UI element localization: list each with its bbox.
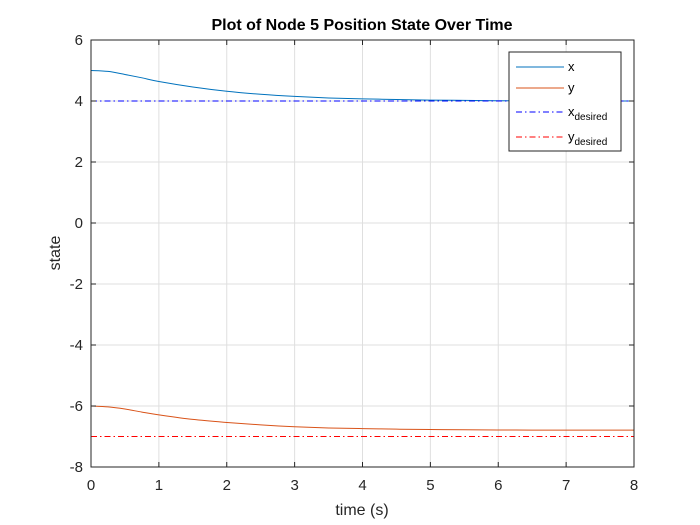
y-tick-label: 2 [75, 154, 83, 171]
chart-title: Plot of Node 5 Position State Over Time [211, 17, 512, 34]
x-tick-label: 1 [155, 477, 163, 494]
x-tick-label: 8 [630, 477, 638, 494]
y-tick-label: -2 [70, 276, 83, 293]
y-tick-label: -8 [70, 459, 83, 476]
y-axis-label: state [47, 236, 64, 271]
legend-label: x [568, 59, 575, 74]
legend-label: xdesired [568, 104, 607, 123]
x-tick-label: 7 [562, 477, 570, 494]
y-tick-label: 6 [75, 32, 83, 49]
x-tick-label: 4 [358, 477, 366, 494]
y-tick-label: 0 [75, 215, 83, 232]
x-tick-label: 5 [426, 477, 434, 494]
legend[interactable]: xy xdesired ydesired [508, 51, 622, 152]
legend-label: y [568, 80, 575, 95]
x-axis-label: time (s) [335, 502, 388, 519]
x-tick-label: 2 [223, 477, 231, 494]
y-tick-label: -4 [70, 337, 83, 354]
legend-label: ydesired [568, 129, 607, 148]
series-line-y [90, 405, 634, 431]
ticks: 0 1 2 3 4 5 6 7 8 6 4 2 0 -2 -4 -6 -8 [70, 32, 639, 494]
y-tick-label: -6 [70, 398, 83, 415]
x-tick-label: 0 [87, 477, 95, 494]
x-tick-label: 6 [494, 477, 502, 494]
y-tick-label: 4 [75, 93, 83, 110]
x-tick-label: 3 [290, 477, 298, 494]
legend-box [508, 51, 622, 152]
